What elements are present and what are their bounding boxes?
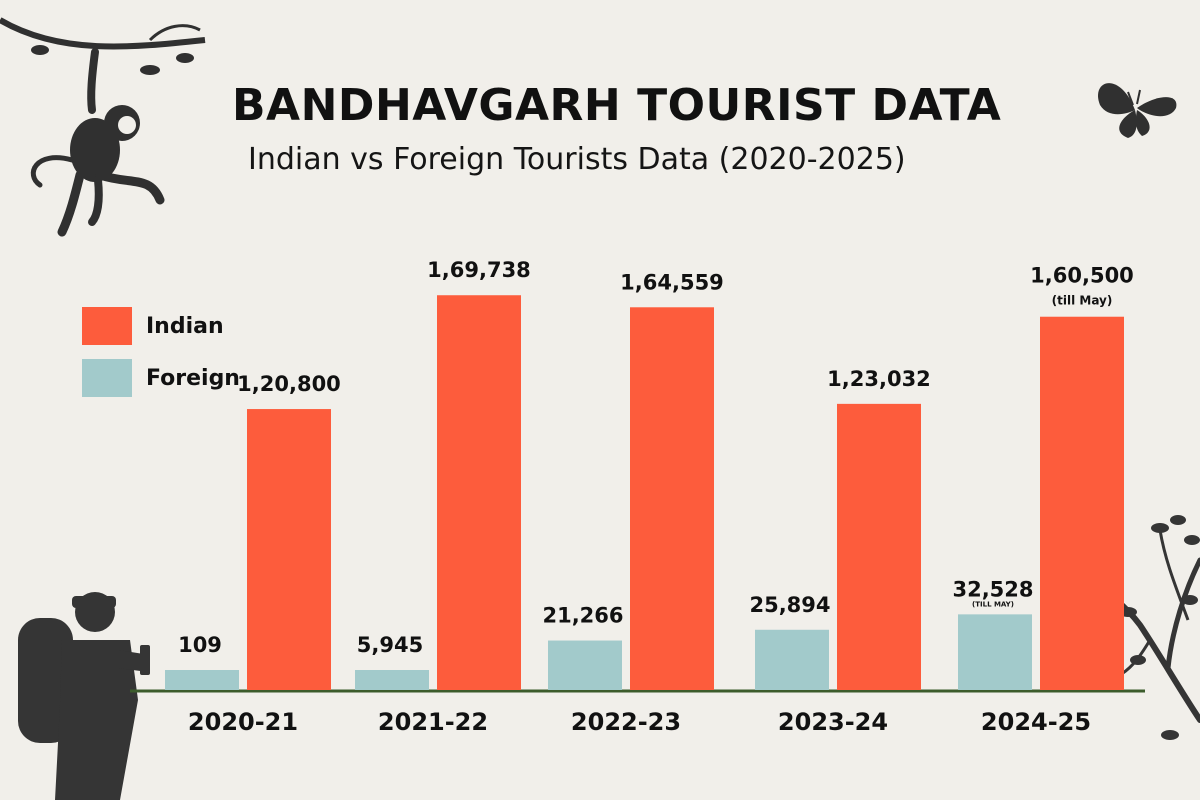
legend: Indian Foreign — [82, 302, 240, 406]
butterfly-icon — [1098, 83, 1177, 138]
bar-indian — [247, 409, 331, 690]
x-tick-label: 2023-24 — [778, 708, 888, 736]
data-label-foreign: 25,894 — [749, 593, 830, 617]
bar-foreign — [355, 670, 429, 690]
monkey-icon — [0, 17, 206, 237]
legend-swatch-indian — [82, 307, 132, 345]
bar-indian — [837, 403, 921, 690]
x-tick-label: 2022-23 — [571, 708, 681, 736]
data-label-foreign: 32,528 — [952, 577, 1033, 601]
bar-foreign — [165, 670, 239, 690]
chart-subtitle: Indian vs Foreign Tourists Data (2020-20… — [248, 142, 906, 177]
legend-item-indian: Indian — [82, 302, 240, 350]
x-tick-label: 2021-22 — [378, 708, 488, 736]
data-label-indian: 1,23,032 — [827, 367, 931, 391]
legend-swatch-foreign — [82, 359, 132, 397]
data-label-foreign: 21,266 — [542, 604, 623, 628]
chart-title: BANDHAVGARH TOURIST DATA — [232, 80, 1002, 131]
data-note-indian: (till May) — [1052, 294, 1113, 308]
bar-indian — [630, 307, 714, 690]
hiker-icon — [18, 592, 150, 800]
legend-label-foreign: Foreign — [146, 365, 240, 391]
legend-item-foreign: Foreign — [82, 354, 240, 402]
data-label-indian: 1,20,800 — [237, 372, 341, 396]
x-tick-label: 2024-25 — [981, 708, 1091, 736]
data-label-indian: 1,60,500 — [1030, 264, 1134, 288]
bar-foreign — [548, 640, 622, 690]
data-label-indian: 1,69,738 — [427, 258, 531, 282]
data-label-foreign: 109 — [178, 633, 222, 657]
bar-foreign — [958, 614, 1032, 690]
data-label-foreign: 5,945 — [357, 633, 423, 657]
bar-indian — [437, 295, 521, 690]
legend-label-indian: Indian — [146, 313, 224, 339]
bar-foreign — [755, 629, 829, 690]
bar-indian — [1040, 316, 1124, 690]
data-note-foreign: (TILL MAY) — [972, 600, 1014, 608]
data-label-indian: 1,64,559 — [620, 270, 724, 294]
x-tick-label: 2020-21 — [188, 708, 298, 736]
